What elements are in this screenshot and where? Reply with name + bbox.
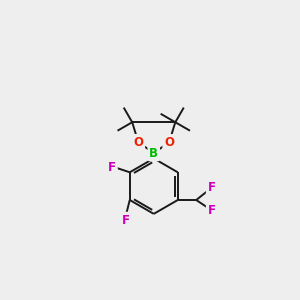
Text: F: F [122, 214, 130, 226]
Text: F: F [208, 204, 216, 217]
Text: O: O [134, 136, 143, 149]
Text: O: O [164, 136, 174, 149]
Text: F: F [208, 181, 216, 194]
Text: B: B [149, 146, 158, 160]
Text: F: F [108, 161, 116, 174]
